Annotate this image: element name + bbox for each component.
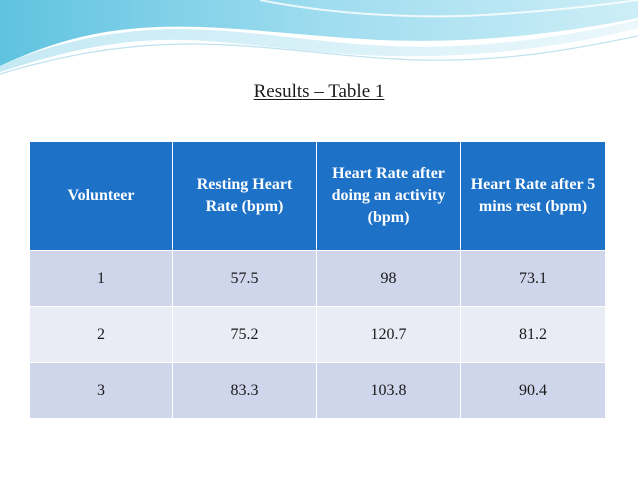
cell-resting-rate: 75.2 [172,306,317,363]
slide-title: Results – Table 1 [253,81,385,102]
table-row: 3 83.3 103.8 90.4 [29,362,606,419]
cell-rest-rate: 73.1 [460,250,606,307]
cell-resting-rate: 57.5 [172,250,317,307]
decorative-wave-banner [0,0,638,75]
header-resting-heart-rate: Resting Heart Rate (bpm) [172,141,317,251]
header-heart-rate-after-activity: Heart Rate after doing an activity (bpm) [316,141,461,251]
cell-activity-rate: 120.7 [316,306,461,363]
table-row: 2 75.2 120.7 81.2 [29,306,606,363]
results-table: Volunteer Resting Heart Rate (bpm) Heart… [29,141,606,419]
cell-volunteer: 1 [29,250,173,307]
cell-activity-rate: 98 [316,250,461,307]
cell-rest-rate: 81.2 [460,306,606,363]
cell-rest-rate: 90.4 [460,362,606,419]
cell-activity-rate: 103.8 [316,362,461,419]
cell-volunteer: 3 [29,362,173,419]
cell-resting-rate: 83.3 [172,362,317,419]
table-row: 1 57.5 98 73.1 [29,250,606,307]
table-header-row: Volunteer Resting Heart Rate (bpm) Heart… [29,141,606,251]
header-volunteer: Volunteer [29,141,173,251]
header-heart-rate-after-rest: Heart Rate after 5 mins rest (bpm) [460,141,606,251]
cell-volunteer: 2 [29,306,173,363]
